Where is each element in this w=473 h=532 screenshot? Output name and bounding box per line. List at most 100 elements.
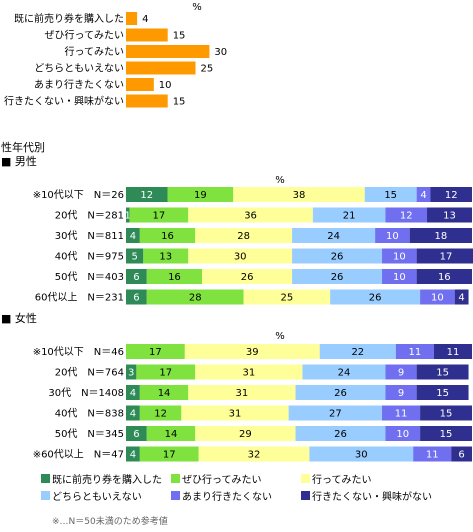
- bar-segment: [233, 187, 365, 202]
- segment-value-label: 11: [426, 450, 439, 461]
- bar-segment: [292, 228, 376, 243]
- segment-value-label: 12: [400, 211, 413, 222]
- bar-segment: [167, 187, 234, 202]
- segment-value-label: 29: [239, 429, 252, 440]
- bar-segment: [195, 364, 303, 380]
- bar-segment: [451, 446, 472, 462]
- segment-value-label: 30: [355, 450, 368, 461]
- segment-value-label: 10: [393, 252, 406, 263]
- segment-value-label: 1: [125, 211, 131, 222]
- bar-segment: [427, 207, 472, 223]
- top-bar: [126, 12, 138, 25]
- segment-value-label: 15: [440, 409, 453, 420]
- top-category-label: 行ってみたい: [65, 45, 125, 58]
- legend-swatch: [301, 491, 310, 500]
- bar-segment: [330, 289, 421, 305]
- top-category-label: 既に前売り券を購入した: [14, 12, 124, 25]
- bar-segment: [195, 228, 293, 243]
- bar-segment: [288, 405, 383, 421]
- segment-value-label: 30: [234, 252, 247, 263]
- legend-label: あまり行きたくない: [182, 490, 272, 503]
- top-value-label: 4: [142, 14, 148, 25]
- legend-label: ぜひ行ってみたい: [182, 473, 262, 486]
- row-label: 20代 N＝764: [55, 367, 124, 379]
- female-group-label: ■ 女性: [1, 311, 37, 325]
- segment-value-label: 24: [327, 231, 340, 242]
- segment-value-label: 10: [396, 429, 409, 440]
- bar-segment: [143, 248, 189, 264]
- segment-value-label: 18: [434, 231, 447, 242]
- segment-value-label: 9: [398, 388, 404, 399]
- row-label: 40代 N＝975: [55, 251, 124, 263]
- segment-value-label: 6: [133, 429, 139, 440]
- bar-segment: [126, 385, 140, 400]
- row-label: ※10代以下 N＝46: [33, 346, 124, 358]
- row-label: 60代以上 N＝231: [35, 292, 124, 304]
- bar-segment: [420, 405, 472, 421]
- bar-segment: [146, 269, 203, 284]
- segment-value-label: 17: [159, 368, 172, 379]
- bar-segment: [292, 269, 383, 284]
- top-category-label: ぜひ行ってみたい: [45, 29, 125, 42]
- bar-segment: [413, 446, 452, 462]
- bar-segment: [126, 426, 147, 441]
- legend-swatch: [301, 474, 310, 483]
- bar-segment: [188, 207, 313, 223]
- bar-segment: [454, 289, 469, 305]
- bar-segment: [129, 207, 189, 223]
- top-bar: [126, 94, 168, 108]
- bar-segment: [146, 426, 196, 441]
- bar-segment: [382, 248, 417, 264]
- segment-value-label: 16: [168, 272, 181, 283]
- legend-swatch: [41, 491, 50, 500]
- segment-value-label: 4: [458, 293, 464, 304]
- segment-value-label: 14: [165, 429, 178, 440]
- segment-value-label: 11: [409, 347, 422, 358]
- bar-segment: [198, 446, 310, 462]
- bar-segment: [139, 405, 182, 421]
- bar-segment: [295, 385, 386, 400]
- bar-segment: [420, 289, 455, 305]
- bar-segment: [382, 269, 417, 284]
- bar-segment: [126, 344, 185, 359]
- bar-segment: [364, 187, 417, 202]
- bar-segment: [126, 364, 137, 380]
- segment-value-label: 32: [248, 450, 261, 461]
- segment-value-label: 10: [386, 231, 399, 242]
- bar-segment: [126, 269, 147, 284]
- bar-segment: [416, 269, 472, 284]
- bar-segment: [188, 248, 293, 264]
- bar-segment: [309, 446, 414, 462]
- segment-value-label: 6: [458, 450, 464, 461]
- top-value-label: 10: [159, 80, 172, 91]
- bar-segment: [195, 426, 296, 441]
- segment-value-label: 26: [334, 388, 347, 399]
- male-percent-label: %: [275, 175, 285, 186]
- top-bar: [126, 45, 210, 58]
- bar-segment: [136, 364, 196, 380]
- legend-label: どちらともいえない: [52, 491, 142, 503]
- segment-value-label: 15: [436, 388, 449, 399]
- top-category-label: 行きたくない・興味がない: [4, 95, 124, 108]
- segment-value-label: 17: [440, 252, 453, 263]
- bar-segment: [416, 385, 469, 400]
- bar-segment: [139, 446, 199, 462]
- segment-value-label: 28: [237, 231, 250, 242]
- bar-segment: [126, 207, 130, 223]
- segment-value-label: 25: [281, 293, 294, 304]
- segment-value-label: 9: [398, 368, 404, 379]
- segment-value-label: 4: [130, 409, 136, 420]
- top-category-label: どちらともいえない: [34, 63, 124, 75]
- segment-value-label: 12: [445, 190, 458, 201]
- bar-segment: [126, 228, 140, 243]
- top-bar: [126, 28, 168, 42]
- segment-value-label: 17: [153, 211, 166, 222]
- bar-segment: [302, 364, 386, 380]
- segment-value-label: 6: [133, 293, 139, 304]
- row-label: ※60代以上 N＝47: [33, 449, 124, 461]
- legend-label: 行ってみたい: [312, 473, 372, 486]
- segment-value-label: 26: [331, 272, 344, 283]
- bar-segment: [312, 207, 386, 223]
- top-value-label: 30: [214, 47, 227, 58]
